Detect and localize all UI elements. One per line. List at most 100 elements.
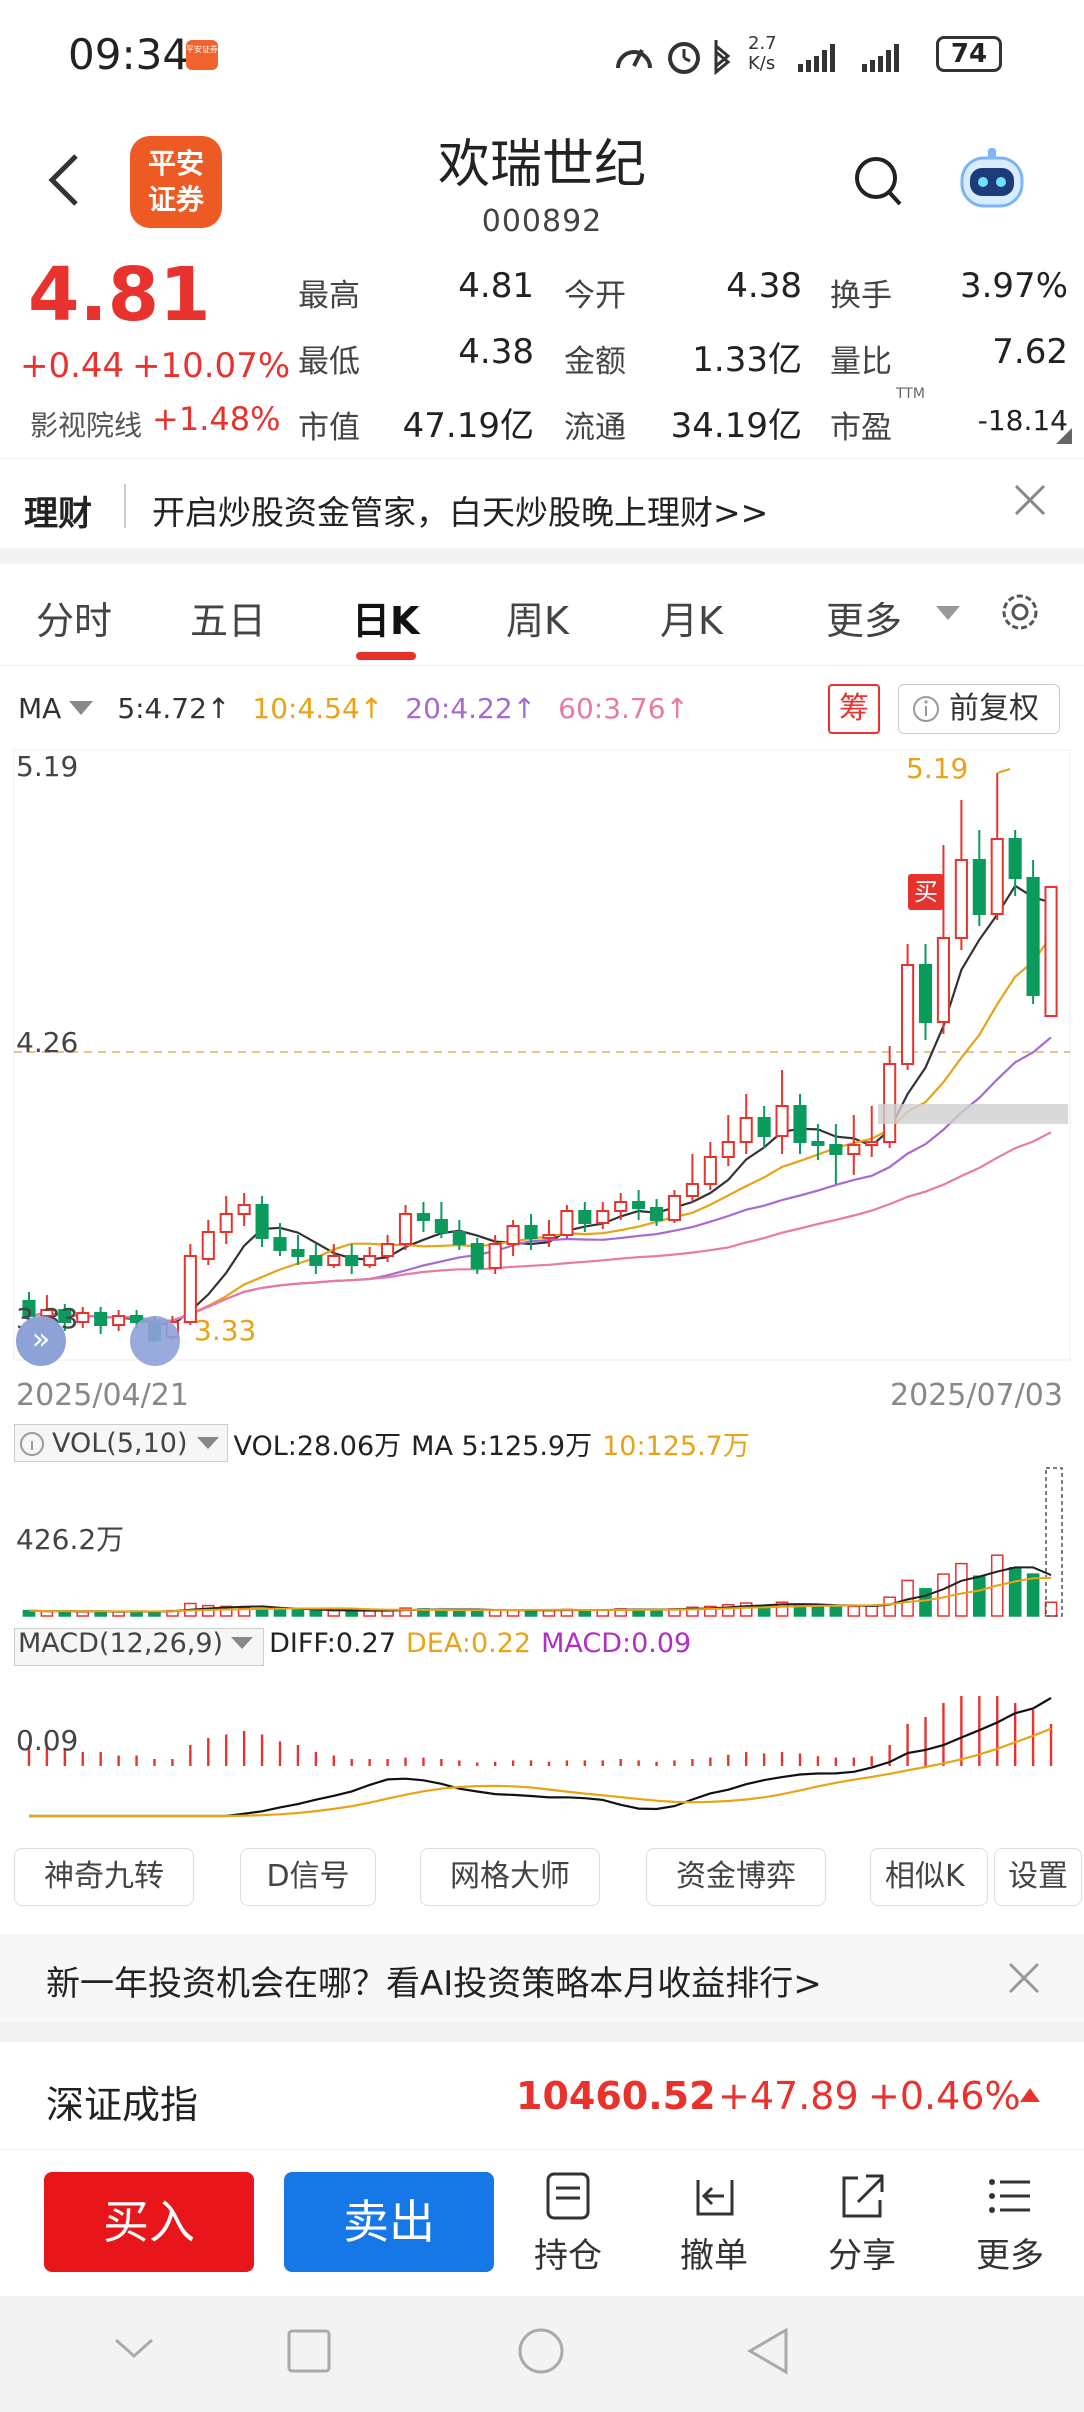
tab-weekly-k[interactable]: 周K xyxy=(506,599,569,643)
status-time: 09:34 xyxy=(68,30,190,79)
price-adjust-label: 前复权 xyxy=(949,691,1039,726)
ma10-line xyxy=(28,935,1052,1322)
candle xyxy=(649,1199,664,1226)
buy-signal-marker[interactable]: 买 xyxy=(908,874,944,910)
candle xyxy=(112,1310,126,1331)
low-price-annotation: 3.33 xyxy=(194,1314,257,1347)
candlestick-chart[interactable] xyxy=(0,740,1084,1420)
event-marker-icon[interactable] xyxy=(130,1316,180,1366)
quote-value-turnover: 3.97% xyxy=(959,266,1068,306)
holdings-button[interactable]: 持仓 xyxy=(508,2170,628,2277)
tab-five-day[interactable]: 五日 xyxy=(190,599,267,643)
current-volume-highlight xyxy=(1045,1467,1063,1617)
ai-assistant-robot-icon[interactable] xyxy=(952,146,1032,216)
volume-bar xyxy=(22,1609,36,1617)
candle xyxy=(542,1220,556,1247)
volume-bar xyxy=(721,1604,735,1617)
volume-chart[interactable] xyxy=(0,1462,1084,1622)
tool-d-signal[interactable]: D信号 xyxy=(240,1848,376,1906)
quote-value-high: 4.81 xyxy=(458,266,534,306)
high-price-annotation: 5.19 xyxy=(906,752,969,785)
tab-intraday[interactable]: 分时 xyxy=(36,599,113,643)
candle xyxy=(488,1235,502,1274)
gear-icon[interactable] xyxy=(996,588,1044,636)
candle xyxy=(452,1220,466,1250)
quote-label-open: 今开 xyxy=(564,278,626,314)
volume-bar xyxy=(686,1606,699,1617)
candle xyxy=(739,1094,753,1154)
quote-label-float: 流通 xyxy=(564,410,626,446)
chevron-down-icon[interactable] xyxy=(936,606,960,622)
ma20-line xyxy=(28,1036,1052,1322)
ma-legend[interactable]: MA 5:4.72↑ 10:4.54↑ 20:4.22↑ 60:3.76↑ xyxy=(18,692,689,725)
nav-back-icon[interactable] xyxy=(746,2326,790,2376)
macd-chart[interactable] xyxy=(0,1666,1084,1826)
finance-banner-text[interactable]: 开启炒股资金管家，白天炒股晚上理财>> xyxy=(152,493,769,532)
tool-grid-master[interactable]: 网格大师 xyxy=(420,1848,600,1906)
candle xyxy=(255,1196,269,1247)
macd-diff: DIFF:0.27 xyxy=(269,1628,396,1659)
candle xyxy=(363,1247,377,1268)
info-icon xyxy=(20,1431,44,1456)
index-name: 深证成指 xyxy=(46,2083,199,2127)
info-icon xyxy=(913,696,939,722)
support-zone xyxy=(878,1104,1068,1124)
volume-bar xyxy=(919,1588,932,1617)
volume-bar xyxy=(76,1611,90,1617)
cancel-order-button[interactable]: 撤单 xyxy=(654,2170,774,2277)
tool-magic-nine[interactable]: 神奇九转 xyxy=(14,1848,194,1906)
expand-left-icon[interactable]: » xyxy=(16,1316,66,1366)
back-arrow-icon[interactable] xyxy=(44,150,84,210)
more-button[interactable]: 更多 xyxy=(950,2170,1070,2277)
candle xyxy=(58,1304,72,1331)
signal-icon xyxy=(798,44,899,72)
sector-label[interactable]: 影视院线 xyxy=(30,409,143,442)
volume-indicator-selector[interactable] xyxy=(14,1424,228,1462)
volume-bar xyxy=(847,1605,861,1617)
battery-icon: 74 xyxy=(936,36,1002,72)
share-button[interactable]: 分享 xyxy=(802,2170,922,2277)
market-index-row[interactable] xyxy=(0,2042,1084,2150)
candle xyxy=(596,1202,610,1229)
close-icon[interactable] xyxy=(1010,480,1050,520)
tool-settings[interactable]: 设置 xyxy=(994,1848,1082,1906)
nav-home-icon[interactable] xyxy=(516,2326,566,2376)
volume-bar xyxy=(345,1610,359,1617)
volume-bar xyxy=(739,1602,753,1617)
finance-banner[interactable] xyxy=(0,458,1084,548)
tool-similar-k[interactable]: 相似K xyxy=(870,1848,988,1906)
ai-strategy-banner-text[interactable]: 新一年投资机会在哪？看AI投资策略本月收益排行> xyxy=(46,1964,822,2004)
volume-bar xyxy=(704,1605,717,1617)
current-price: 4.81 xyxy=(28,252,211,338)
macd-dea: DEA:0.22 xyxy=(406,1628,532,1659)
candle xyxy=(434,1202,448,1238)
volume-bar xyxy=(883,1596,896,1617)
chip-distribution-button[interactable]: 筹 xyxy=(828,684,880,734)
caret-up-icon[interactable] xyxy=(1020,2088,1040,2102)
macd-indicator-selector[interactable] xyxy=(14,1628,264,1666)
active-tab-indicator xyxy=(356,652,416,660)
price-adjust-button[interactable]: 前复权 xyxy=(898,684,1060,734)
tab-monthly-k[interactable]: 月K xyxy=(660,599,723,643)
ai-strategy-banner[interactable] xyxy=(0,1934,1084,2022)
candle xyxy=(829,1124,843,1184)
sell-button[interactable]: 卖出 xyxy=(284,2172,494,2272)
index-change-percent: +0.46% xyxy=(868,2074,1021,2118)
net-speed-value: 2.7 xyxy=(748,33,777,54)
search-icon[interactable] xyxy=(852,152,904,212)
sector-change[interactable]: +1.48% xyxy=(152,400,281,438)
quote-pe-ttm: TTM xyxy=(896,386,925,402)
close-icon[interactable] xyxy=(1004,1958,1044,1998)
broker-logo[interactable]: 平安 证券 xyxy=(130,136,222,228)
candle xyxy=(398,1205,413,1250)
tab-more[interactable]: 更多 xyxy=(826,599,903,643)
tool-fund-game[interactable]: 资金博弈 xyxy=(646,1848,826,1906)
quote-value-open: 4.38 xyxy=(726,266,802,306)
nav-recents-icon[interactable] xyxy=(286,2328,332,2374)
tab-daily-k[interactable]: 日K xyxy=(352,599,420,643)
buy-button[interactable]: 买入 xyxy=(44,2172,254,2272)
moving-average-lines xyxy=(28,884,1052,1327)
nav-down-icon[interactable] xyxy=(112,2334,156,2364)
ma60-value: 60:3.76↑ xyxy=(558,692,689,725)
price-axis-label-ref: 4.26 xyxy=(16,1026,79,1059)
